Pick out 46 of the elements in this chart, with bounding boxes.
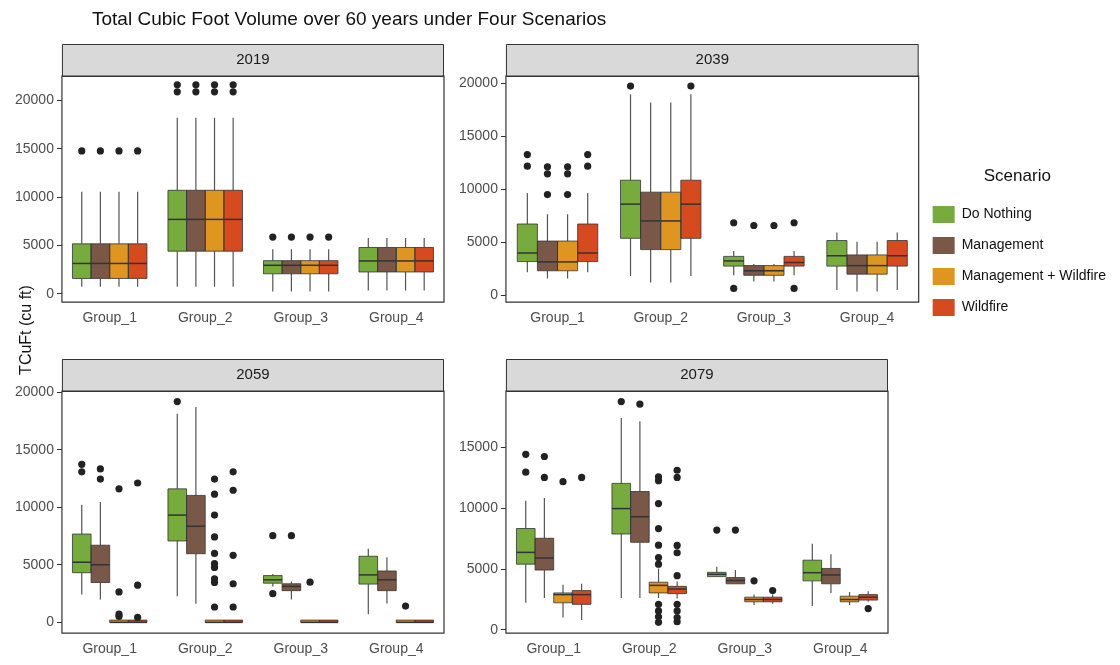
y-tick-label: 0	[46, 613, 55, 630]
y-axis-title: TCuFt (cu ft)	[17, 285, 35, 375]
legend-label: Do Nothing	[961, 205, 1032, 222]
legend-title: Scenario	[983, 165, 1051, 185]
y-tick-label: 15000	[458, 127, 499, 144]
y-tick-label: 10000	[14, 187, 55, 204]
x-tick-label: Group_2	[177, 309, 233, 326]
chart-subtitle: 2019	[236, 50, 270, 68]
x-tick-label: Group_3	[736, 309, 792, 326]
y-tick-label: 0	[490, 620, 499, 637]
x-tick-label: Group_4	[369, 640, 424, 657]
x-tick-label: Group_1	[82, 640, 138, 657]
y-tick-label: 5000	[22, 236, 55, 253]
x-tick-label: Group_2	[621, 640, 677, 657]
x-tick-label: Group_4	[839, 309, 895, 326]
chart-title: Total Cubic Foot Volume over 60 years under Four Scenarios	[92, 8, 607, 30]
x-tick-label: Group_1	[82, 309, 138, 326]
y-tick-label: 20000	[14, 383, 55, 400]
x-tick-label: Group_1	[526, 640, 582, 657]
x-tick-label: Group_2	[633, 309, 689, 326]
y-tick-label: 5000	[466, 233, 499, 250]
y-tick-label: 10000	[458, 499, 499, 516]
x-tick-label: Group_4	[813, 640, 868, 657]
x-tick-label: Group_3	[273, 309, 329, 326]
y-tick-label: 10000	[14, 498, 55, 515]
y-tick-label: 5000	[22, 555, 55, 572]
x-tick-label: Group_1	[530, 309, 585, 326]
legend-label: Management + Wildfire	[961, 267, 1107, 284]
y-tick-label: 20000	[458, 74, 499, 91]
x-tick-label: Group_4	[369, 309, 424, 326]
chart-subtitle: 2039	[695, 50, 729, 68]
x-tick-label: Group_3	[717, 640, 773, 657]
y-tick-label: 20000	[14, 91, 55, 108]
legend-label: Wildfire	[961, 298, 1009, 315]
y-tick-label: 10000	[458, 180, 499, 197]
chart-subtitle: 2079	[680, 365, 714, 383]
y-tick-label: 15000	[14, 139, 55, 156]
x-tick-label: Group_2	[177, 640, 233, 657]
legend-label: Management	[961, 236, 1044, 253]
y-tick-label: 5000	[466, 559, 499, 576]
chart-subtitle: 2059	[236, 365, 270, 383]
y-tick-label: 0	[490, 286, 499, 303]
y-tick-label: 15000	[14, 440, 55, 457]
y-tick-label: 0	[46, 284, 55, 301]
y-tick-label: 15000	[458, 438, 499, 455]
x-tick-label: Group_3	[273, 640, 329, 657]
